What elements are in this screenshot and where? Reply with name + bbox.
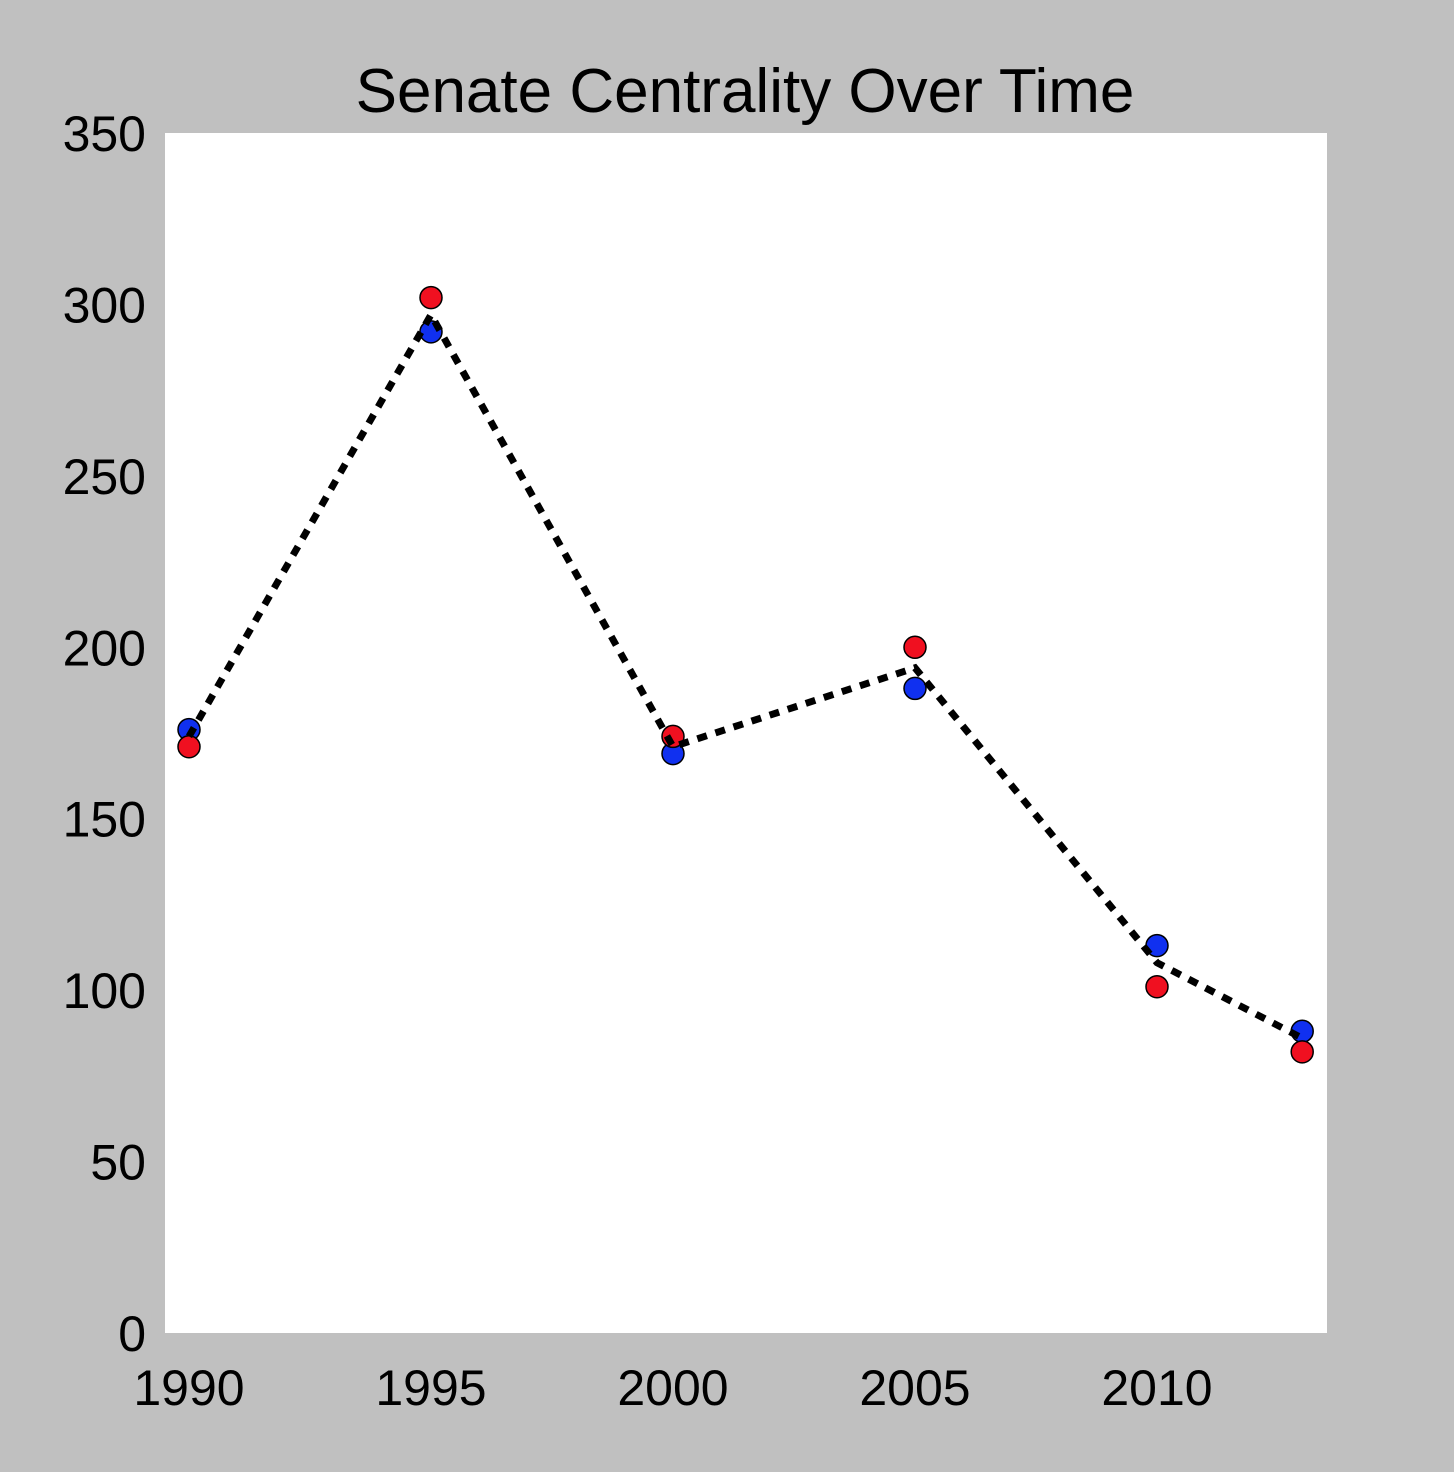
y-tick-label: 200	[63, 620, 146, 676]
data-point	[1290, 1040, 1314, 1064]
y-axis-tick-labels: 0 50 100 150 200 250 300 350	[63, 106, 146, 1362]
chart-title: Senate Centrality Over Time	[356, 57, 1135, 126]
data-point	[177, 734, 201, 759]
x-tick-label: 2010	[1101, 1360, 1212, 1416]
plot-area	[165, 133, 1327, 1333]
data-point	[903, 635, 927, 660]
data-point	[1145, 974, 1169, 999]
y-tick-label: 250	[63, 449, 146, 505]
x-tick-label: 2000	[617, 1360, 728, 1416]
x-axis-tick-labels: 1990 1995 2000 2005 2010	[133, 1360, 1212, 1416]
y-tick-label: 350	[63, 106, 146, 162]
x-tick-label: 2005	[859, 1360, 970, 1416]
x-tick-label: 1995	[375, 1360, 486, 1416]
data-point	[903, 676, 927, 701]
data-point	[419, 285, 443, 310]
y-tick-label: 150	[63, 792, 146, 848]
y-tick-label: 0	[118, 1306, 146, 1362]
series-line	[185, 307, 1304, 1042]
y-tick-label: 100	[63, 963, 146, 1019]
x-tick-label: 1990	[133, 1360, 244, 1416]
y-tick-label: 300	[63, 277, 146, 333]
y-tick-label: 50	[90, 1135, 146, 1191]
series-layer	[177, 285, 1314, 1064]
